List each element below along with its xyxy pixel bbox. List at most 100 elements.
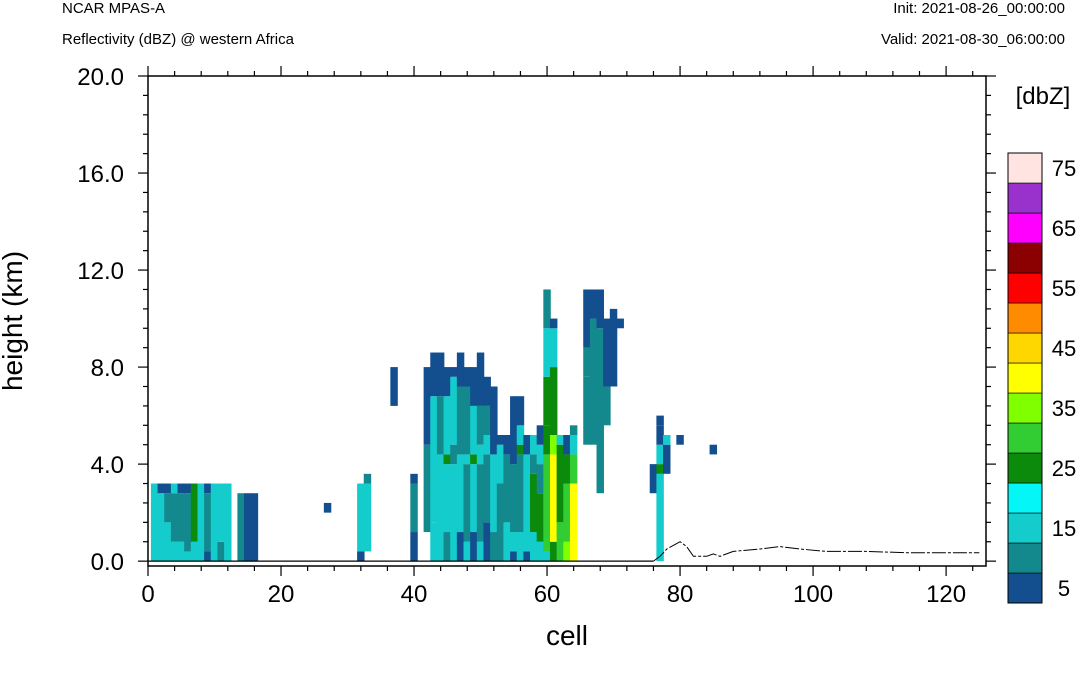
reflectivity-cell: [357, 551, 365, 562]
colorbar-tick-label: 5: [1058, 576, 1070, 601]
reflectivity-cell: [483, 435, 491, 455]
reflectivity-cell: [244, 493, 252, 562]
reflectivity-cell: [164, 522, 172, 562]
reflectivity-cell: [490, 435, 498, 455]
colorbar-swatch: [1007, 302, 1043, 334]
colorbar-swatch: [1007, 212, 1043, 244]
reflectivity-cell: [476, 352, 485, 406]
reflectivity-cell: [470, 532, 478, 562]
reflectivity-cell: [490, 386, 498, 436]
reflectivity-cell: [430, 522, 438, 562]
reflectivity-cell: [510, 532, 518, 552]
reflectivity-cell: [450, 376, 458, 445]
reflectivity-cell: [476, 541, 485, 562]
reflectivity-cell: [483, 454, 491, 523]
colorbar-frame: [1007, 152, 1043, 604]
x-tick-label: 40: [401, 581, 428, 608]
reflectivity-cell: [470, 367, 478, 406]
reflectivity-cell: [503, 454, 511, 523]
reflectivity-cell: [609, 308, 618, 387]
reflectivity-cell: [443, 464, 452, 533]
reflectivity-cell: [530, 532, 538, 562]
reflectivity-cell: [549, 328, 558, 368]
init-time: Init: 2021-08-26_00:00:00: [893, 0, 1065, 17]
colorbar-swatch: [1007, 272, 1043, 304]
reflectivity-cell: [483, 522, 491, 562]
reflectivity-cell: [164, 483, 172, 494]
reflectivity-cell: [656, 473, 664, 562]
reflectivity-cell: [456, 352, 465, 387]
reflectivity-cell: [503, 435, 511, 455]
reflectivity-cell: [450, 367, 458, 377]
reflectivity-cell: [170, 493, 179, 542]
colorbar-swatch: [1007, 452, 1043, 484]
y-tick-label: 8.0: [91, 355, 124, 382]
reflectivity-cell: [190, 483, 199, 542]
reflectivity-cell: [603, 318, 611, 387]
valid-time: Valid: 2021-08-30_06:00:00: [880, 31, 1065, 48]
reflectivity-cell: [549, 541, 558, 562]
reflectivity-cell: [603, 386, 611, 426]
reflectivity-cell: [536, 425, 545, 445]
x-axis-title: cell: [546, 620, 588, 651]
x-tick-label: 120: [926, 581, 966, 608]
reflectivity-cell: [569, 435, 578, 455]
colorbar-swatch: [1007, 182, 1043, 214]
reflectivity-cell: [177, 493, 185, 542]
colorbar-tick-label: 55: [1052, 276, 1076, 301]
reflectivity-cell: [563, 435, 571, 455]
reflectivity-cell: [323, 502, 332, 513]
reflectivity-cell: [496, 483, 505, 562]
reflectivity-cell: [210, 483, 219, 562]
reflectivity-cell: [217, 541, 225, 562]
reflectivity-cell: [170, 483, 179, 494]
y-tick-label: 0.0: [91, 549, 124, 576]
reflectivity-cell: [503, 522, 511, 562]
reflectivity-cell: [436, 396, 445, 455]
reflectivity-cell: [470, 464, 478, 533]
reflectivity-cell: [184, 551, 192, 562]
colorbar-swatch: [1007, 512, 1043, 544]
reflectivity-cell: [523, 454, 531, 552]
plot-frame: [147, 75, 987, 567]
reflectivity-cell: [184, 483, 192, 494]
reflectivity-cell: [596, 289, 604, 329]
reflectivity-cell: [516, 532, 525, 562]
reflectivity-cell: [616, 318, 624, 329]
x-tick-label: 80: [667, 581, 694, 608]
reflectivity-cell: [536, 444, 545, 465]
reflectivity-cell: [423, 444, 432, 533]
x-tick-label: 100: [793, 581, 833, 608]
reflectivity-cell: [476, 405, 485, 445]
model-name: NCAR MPAS-A: [62, 0, 166, 17]
reflectivity-cell: [569, 454, 578, 484]
reflectivity-cell: [656, 425, 664, 445]
reflectivity-cell: [510, 396, 518, 465]
reflectivity-cell: [523, 551, 531, 562]
reflectivity-cell: [456, 532, 465, 562]
reflectivity-cell: [157, 493, 166, 562]
reflectivity-cell: [463, 454, 471, 465]
colorbar-tick-label: 25: [1052, 456, 1076, 481]
reflectivity-cell: [204, 493, 212, 552]
reflectivity-cell: [583, 289, 591, 348]
reflectivity-cell: [204, 483, 212, 494]
reflectivity-cell: [430, 396, 438, 523]
reflectivity-cell: [663, 444, 671, 474]
reflectivity-cell: [569, 483, 578, 562]
reflectivity-cell: [177, 541, 185, 562]
reflectivity-cell: [543, 328, 551, 377]
reflectivity-cell: [556, 435, 565, 445]
reflectivity-cell: [569, 425, 578, 436]
reflectivity-cell: [363, 473, 372, 484]
reflectivity-cell: [490, 454, 498, 533]
reflectivity-cell: [556, 522, 565, 562]
reflectivity-cell: [463, 367, 471, 387]
colorbar-swatch: [1007, 542, 1043, 574]
reflectivity-cell: [476, 464, 485, 542]
reflectivity-cell: [536, 464, 545, 494]
reflectivity-cell: [523, 435, 531, 455]
reflectivity-cell: [224, 483, 232, 562]
reflectivity-cell: [563, 541, 571, 562]
